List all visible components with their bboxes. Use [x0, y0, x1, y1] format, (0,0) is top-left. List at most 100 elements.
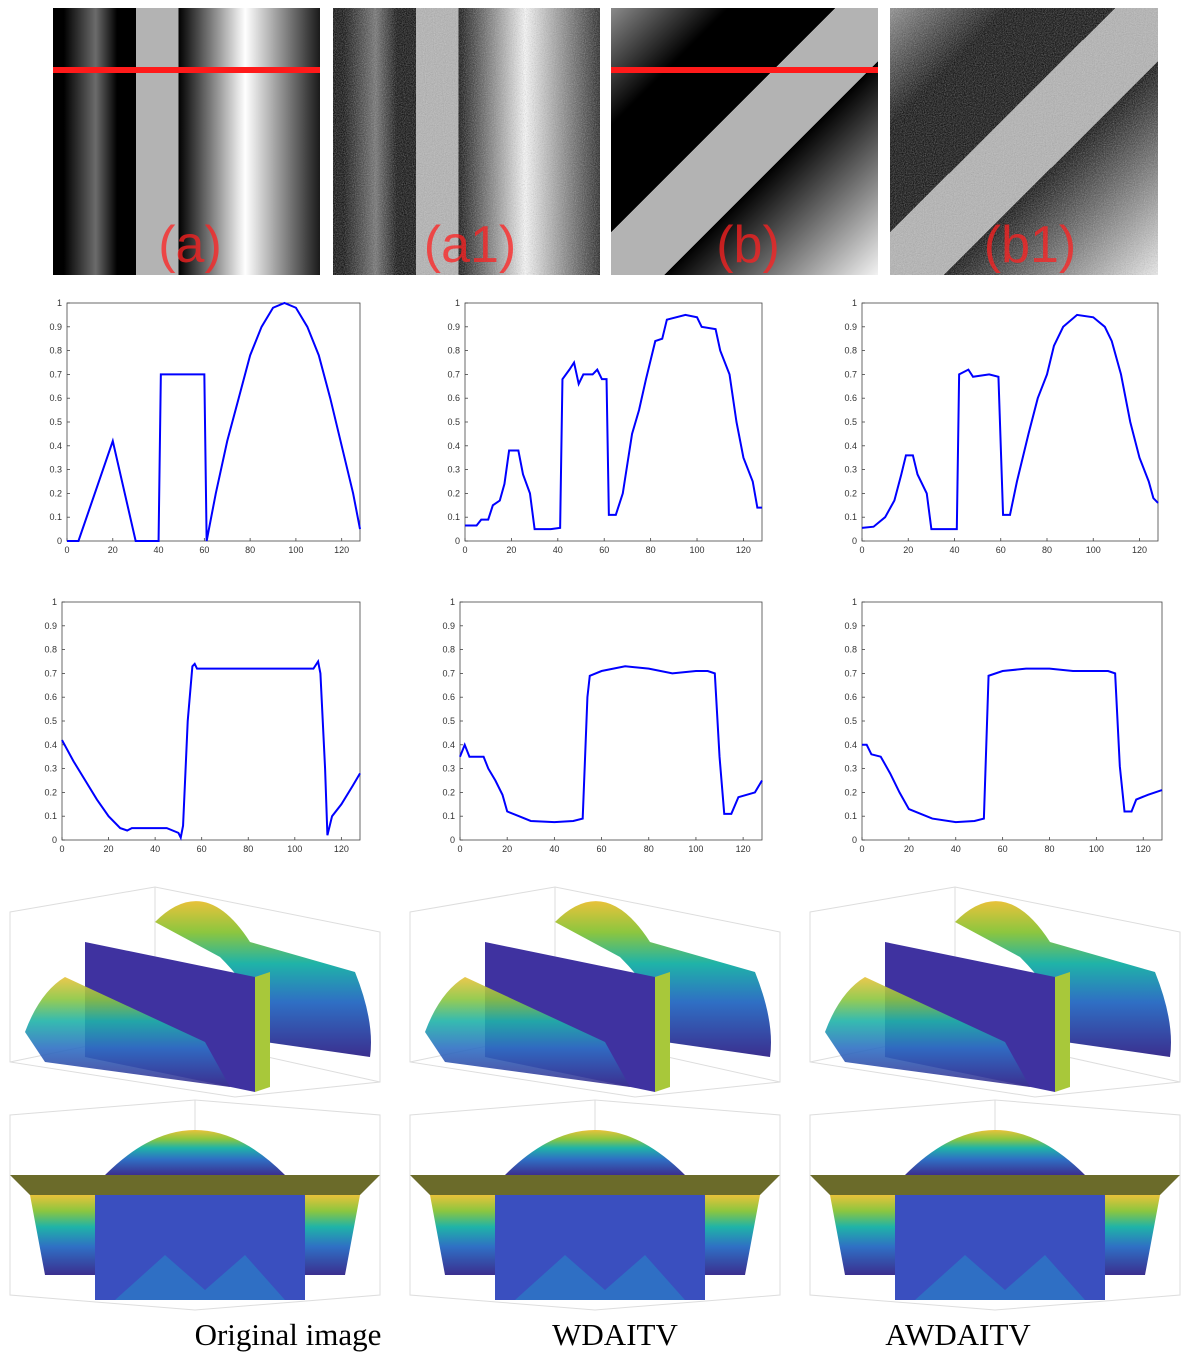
y-tick-label: 0.6 — [844, 393, 857, 403]
x-tick-label: 20 — [502, 844, 512, 854]
y-tick-label: 0.8 — [49, 346, 62, 356]
y-tick-label: 0.2 — [447, 488, 460, 498]
y-tick-label: 0.7 — [44, 668, 57, 678]
surface-3d — [810, 887, 1180, 1097]
x-tick-label: 100 — [690, 545, 705, 555]
y-tick-label: 0.8 — [442, 645, 455, 655]
y-tick-label: 0.4 — [844, 740, 857, 750]
caption: AWDAITV — [885, 1317, 1031, 1352]
x-tick-label: 120 — [1132, 545, 1147, 555]
y-tick-label: 0.6 — [44, 692, 57, 702]
x-tick-label: 40 — [150, 844, 160, 854]
y-tick-label: 0.9 — [49, 322, 62, 332]
x-tick-label: 80 — [243, 844, 253, 854]
x-tick-label: 40 — [553, 545, 563, 555]
y-tick-label: 0.3 — [44, 764, 57, 774]
y-tick-label: 1 — [52, 597, 57, 607]
y-tick-label: 0.1 — [442, 811, 455, 821]
x-tick-label: 60 — [998, 844, 1008, 854]
y-tick-label: 0.9 — [44, 621, 57, 631]
y-tick-label: 0.4 — [49, 441, 62, 451]
y-tick-label: 0 — [52, 835, 57, 845]
surface-3d — [810, 1100, 1180, 1310]
x-tick-label: 60 — [197, 844, 207, 854]
x-tick-label: 60 — [599, 545, 609, 555]
x-tick-label: 100 — [1089, 844, 1104, 854]
y-tick-label: 0.8 — [844, 645, 857, 655]
y-tick-label: 0.2 — [844, 488, 857, 498]
x-tick-label: 100 — [287, 844, 302, 854]
y-tick-label: 0.1 — [844, 512, 857, 522]
y-tick-label: 1 — [852, 597, 857, 607]
y-tick-label: 0.7 — [447, 369, 460, 379]
panel-label: (b1) — [984, 216, 1076, 274]
y-tick-label: 0.9 — [844, 621, 857, 631]
surface-3d — [410, 1100, 780, 1310]
x-tick-label: 120 — [334, 545, 349, 555]
x-tick-label: 120 — [736, 844, 751, 854]
y-tick-label: 0.4 — [447, 441, 460, 451]
x-tick-label: 60 — [199, 545, 209, 555]
y-tick-label: 0.5 — [442, 716, 455, 726]
x-tick-label: 80 — [1044, 844, 1054, 854]
y-tick-label: 0.7 — [49, 369, 62, 379]
y-tick-label: 0.6 — [442, 692, 455, 702]
x-tick-label: 60 — [996, 545, 1006, 555]
y-tick-label: 0.7 — [844, 668, 857, 678]
x-tick-label: 20 — [903, 545, 913, 555]
y-tick-label: 0.1 — [844, 811, 857, 821]
y-tick-label: 1 — [57, 298, 62, 308]
x-tick-label: 40 — [951, 844, 961, 854]
y-tick-label: 0.6 — [447, 393, 460, 403]
caption: WDAITV — [552, 1317, 678, 1352]
plot-frame — [62, 602, 360, 840]
panel-label: (a) — [158, 216, 222, 274]
y-tick-label: 0.8 — [447, 346, 460, 356]
y-tick-label: 1 — [455, 298, 460, 308]
y-tick-label: 0.4 — [44, 740, 57, 750]
caption: Original image — [195, 1317, 382, 1352]
y-tick-label: 0.5 — [447, 417, 460, 427]
x-tick-label: 0 — [859, 844, 864, 854]
x-tick-label: 80 — [245, 545, 255, 555]
y-tick-label: 0.4 — [844, 441, 857, 451]
y-tick-label: 0.9 — [844, 322, 857, 332]
x-tick-label: 100 — [288, 545, 303, 555]
y-tick-label: 0.2 — [442, 787, 455, 797]
y-tick-label: 0.1 — [447, 512, 460, 522]
y-tick-label: 0.8 — [844, 346, 857, 356]
x-tick-label: 20 — [108, 545, 118, 555]
y-tick-label: 0.2 — [44, 787, 57, 797]
panel-label: (a1) — [424, 216, 516, 274]
x-tick-label: 100 — [688, 844, 703, 854]
x-tick-label: 20 — [904, 844, 914, 854]
y-tick-label: 0.7 — [844, 369, 857, 379]
plot-frame — [862, 303, 1158, 541]
figure: (a) (a1) (b) (b1) Original image WDAITV … — [0, 0, 1199, 1361]
y-tick-label: 0.3 — [844, 764, 857, 774]
x-tick-label: 80 — [646, 545, 656, 555]
y-tick-label: 0 — [455, 536, 460, 546]
x-tick-label: 0 — [859, 545, 864, 555]
y-tick-label: 0.1 — [44, 811, 57, 821]
x-tick-label: 80 — [1042, 545, 1052, 555]
y-tick-label: 0.3 — [447, 465, 460, 475]
y-tick-label: 0 — [852, 835, 857, 845]
surface-3d — [10, 1100, 380, 1310]
x-tick-label: 40 — [949, 545, 959, 555]
y-tick-label: 0.3 — [844, 465, 857, 475]
y-tick-label: 0.5 — [844, 716, 857, 726]
x-tick-label: 80 — [644, 844, 654, 854]
y-tick-label: 0.5 — [844, 417, 857, 427]
x-tick-label: 0 — [457, 844, 462, 854]
y-tick-label: 0.2 — [49, 488, 62, 498]
y-tick-label: 1 — [852, 298, 857, 308]
y-tick-label: 0.3 — [442, 764, 455, 774]
y-tick-label: 0.3 — [49, 465, 62, 475]
x-tick-label: 0 — [59, 844, 64, 854]
x-tick-label: 40 — [549, 844, 559, 854]
x-tick-label: 120 — [736, 545, 751, 555]
surface-3d — [410, 887, 780, 1097]
y-tick-label: 0.6 — [844, 692, 857, 702]
x-tick-label: 120 — [334, 844, 349, 854]
